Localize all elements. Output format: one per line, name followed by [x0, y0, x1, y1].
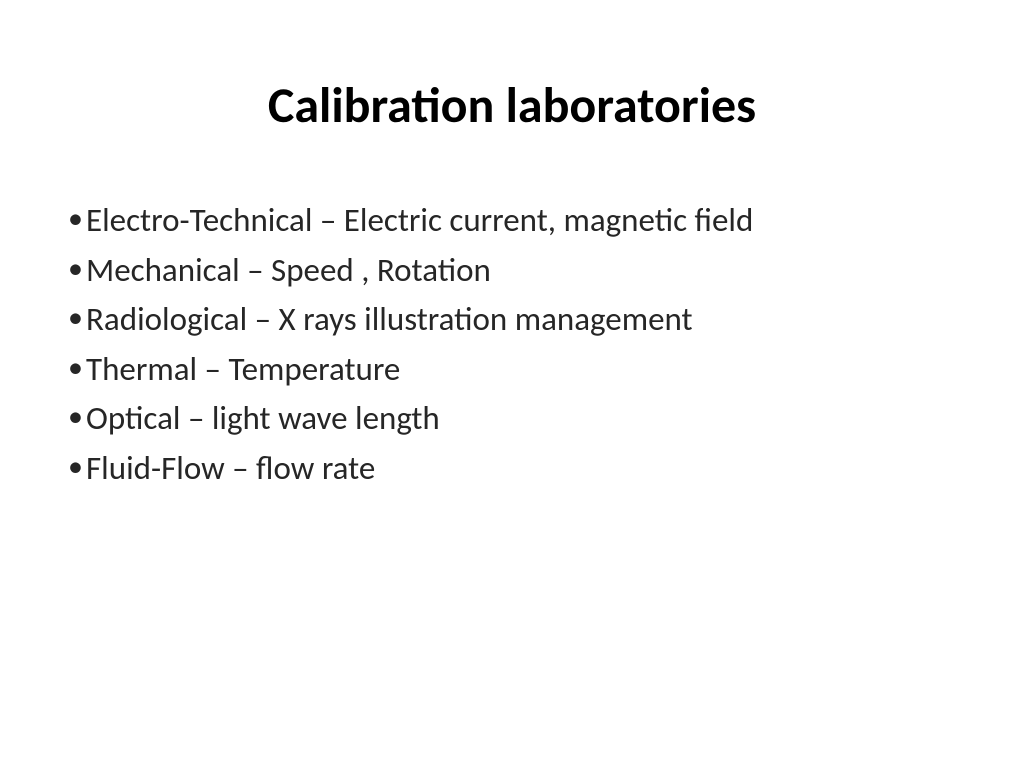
bullet-list: Electro-Technical – Electric current, ma… — [60, 196, 964, 493]
bullet-item: Fluid-Flow – flow rate — [68, 444, 964, 494]
bullet-item: Mechanical – Speed , Rotation — [68, 246, 964, 296]
bullet-item: Optical – light wave length — [68, 394, 964, 444]
bullet-item: Radiological – X rays illustration manag… — [68, 295, 964, 345]
bullet-item: Thermal – Temperature — [68, 345, 964, 395]
slide-container: Calibration laboratories Electro-Technic… — [0, 0, 1024, 768]
slide-title: Calibration laboratories — [60, 75, 964, 136]
bullet-item: Electro-Technical – Electric current, ma… — [68, 196, 964, 246]
